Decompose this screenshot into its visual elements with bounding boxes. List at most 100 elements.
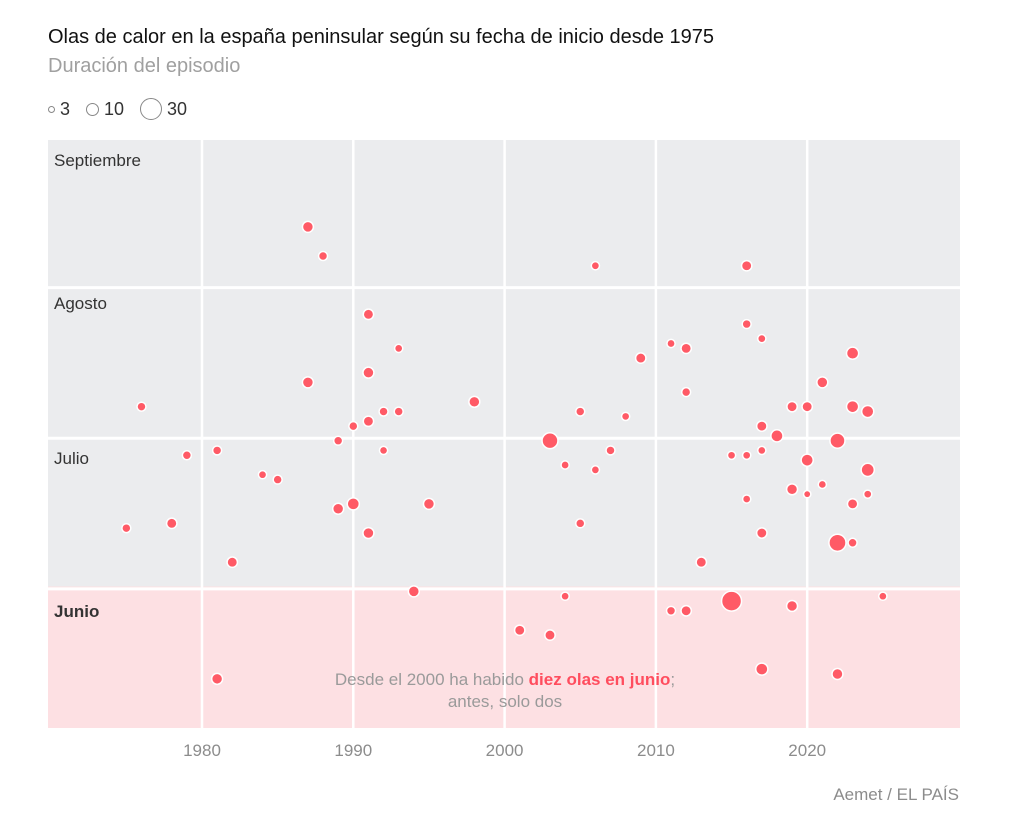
heatwave-point bbox=[665, 605, 677, 617]
band-label-junio: Junio bbox=[54, 602, 99, 621]
heatwave-point bbox=[680, 386, 692, 398]
heatwave-point bbox=[755, 527, 768, 539]
legend-circle-icon bbox=[48, 105, 55, 113]
heatwave-point bbox=[816, 376, 829, 389]
annotation-text: ; bbox=[670, 670, 675, 689]
x-axis: 1980 1990 2000 2010 2020 bbox=[183, 741, 826, 760]
heatwave-point bbox=[362, 308, 375, 321]
heatwave-point bbox=[860, 404, 875, 419]
heatwave-point bbox=[301, 220, 315, 234]
heatwave-point bbox=[831, 667, 844, 681]
heatwave-point bbox=[756, 333, 767, 344]
legend-item-3: 3 bbox=[48, 99, 70, 120]
heatwave-point bbox=[362, 415, 375, 428]
heatwave-point bbox=[272, 474, 283, 485]
source-credit: Aemet / EL PAÍS bbox=[833, 785, 959, 804]
heatwave-point bbox=[121, 522, 132, 534]
heatwave-point bbox=[817, 479, 828, 490]
annotation-line-1: Desde el 2000 ha habido diez olas en jun… bbox=[335, 670, 675, 689]
heatwave-point bbox=[878, 591, 888, 602]
heatwave-point bbox=[741, 450, 752, 461]
chart-title: Olas de calor en la españa peninsular se… bbox=[48, 26, 715, 48]
heatwave-point bbox=[740, 259, 753, 272]
heatwave-point bbox=[181, 450, 193, 461]
heatwave-point bbox=[575, 406, 586, 417]
legend-label: 30 bbox=[167, 98, 188, 119]
heatwave-point bbox=[755, 420, 768, 433]
heatwave-point bbox=[741, 318, 752, 330]
heatwave-point bbox=[393, 343, 404, 354]
heatwave-point bbox=[846, 497, 859, 510]
legend-label: 3 bbox=[60, 98, 71, 119]
heatwave-point bbox=[695, 556, 708, 569]
heatwave-point bbox=[785, 599, 799, 613]
heatwave-point bbox=[257, 469, 268, 480]
data-points bbox=[121, 220, 888, 686]
heatwave-point bbox=[165, 517, 178, 530]
x-tick-label: 1990 bbox=[334, 741, 372, 760]
heatwave-point bbox=[575, 518, 586, 529]
heatwave-point bbox=[829, 432, 846, 449]
heatwave-point bbox=[301, 376, 315, 389]
x-tick-label: 2000 bbox=[486, 741, 524, 760]
band-label-julio: Julio bbox=[54, 449, 89, 468]
x-tick-label: 2010 bbox=[637, 741, 675, 760]
heatwave-point bbox=[560, 591, 570, 602]
annotation-text: Desde el 2000 ha habido bbox=[335, 670, 529, 689]
heatwave-point bbox=[378, 445, 389, 456]
heatwave-point bbox=[590, 260, 601, 271]
x-tick-label: 1980 bbox=[183, 741, 221, 760]
chart-subtitle: Duración del episodio bbox=[48, 55, 241, 77]
heatwave-point bbox=[680, 604, 693, 617]
heatwave-point bbox=[845, 399, 860, 414]
legend-item-30: 30 bbox=[134, 98, 187, 120]
heatwave-point bbox=[634, 352, 647, 364]
band-label-agosto: Agosto bbox=[54, 294, 107, 313]
heatwave-point bbox=[620, 411, 631, 422]
heatwave-point bbox=[605, 445, 616, 456]
heatwave-point bbox=[726, 450, 737, 461]
heatwave-point bbox=[860, 462, 876, 478]
legend-circle-icon bbox=[86, 102, 100, 116]
heatwave-point bbox=[513, 624, 526, 637]
heatwave-point bbox=[845, 346, 860, 361]
heatwave-point bbox=[801, 400, 814, 413]
heatwave-point bbox=[680, 342, 693, 355]
heatwave-point bbox=[226, 556, 239, 569]
heatwave-point bbox=[802, 489, 812, 499]
heatwave-point bbox=[785, 483, 799, 496]
heatwave-point bbox=[468, 395, 481, 409]
heatwave-point bbox=[755, 662, 769, 676]
heatwave-point bbox=[862, 489, 873, 499]
heatwave-point bbox=[590, 465, 601, 475]
heatwave-point bbox=[847, 537, 858, 548]
annotation-line-2: antes, solo dos bbox=[448, 692, 562, 711]
heatwave-point bbox=[541, 431, 559, 450]
legend-circle-icon bbox=[140, 98, 163, 120]
heatwave-point bbox=[407, 585, 421, 598]
annotation-highlight: diez olas en junio bbox=[529, 670, 671, 689]
heatwave-point bbox=[666, 338, 676, 349]
heatwave-point bbox=[544, 629, 556, 642]
heatwave-point bbox=[720, 590, 743, 612]
heatwave-point bbox=[770, 429, 784, 443]
heatwave-point bbox=[786, 400, 798, 413]
heatwave-point bbox=[332, 435, 344, 446]
x-tick-label: 2020 bbox=[788, 741, 826, 760]
heatwave-point bbox=[800, 453, 815, 467]
heatwave-point bbox=[210, 672, 224, 686]
heatwave-point bbox=[346, 497, 361, 511]
band-label-septiembre: Septiembre bbox=[54, 151, 141, 170]
heatwave-point bbox=[560, 460, 570, 470]
heatwave-point bbox=[828, 533, 847, 553]
heatwave-point bbox=[741, 494, 752, 504]
grid-lines bbox=[48, 140, 960, 728]
heatwave-point bbox=[362, 366, 375, 379]
size-legend: 3 10 30 bbox=[48, 98, 197, 120]
heatwave-point bbox=[136, 401, 147, 412]
heatwave-point bbox=[331, 502, 345, 515]
heatwave-point bbox=[756, 445, 767, 456]
heatwave-point bbox=[317, 250, 329, 262]
heatwave-point bbox=[362, 526, 375, 540]
